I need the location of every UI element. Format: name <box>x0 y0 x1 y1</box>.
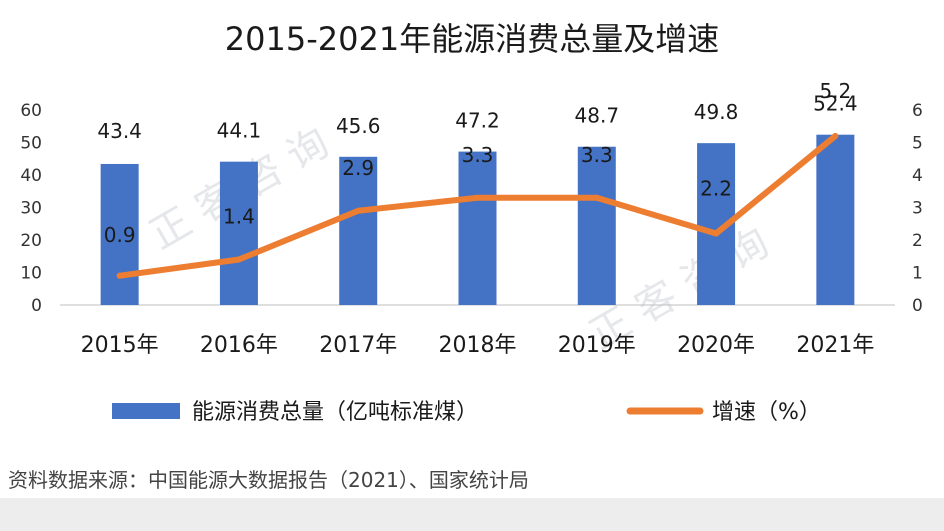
legend-bar-swatch <box>112 403 180 419</box>
y-left-tick-label: 30 <box>20 199 42 219</box>
combo-chart: 正 客 咨 询正 客 咨 询 2015-2021年能源消费总量及增速 01020… <box>20 20 922 425</box>
legend-line-label: 增速（%） <box>712 400 821 425</box>
bar-value-label: 45.6 <box>336 114 381 138</box>
axes: 0 10 20 30 40 50 60 0 1 2 3 4 5 6 2015年 2016年 2017年 2018年… <box>20 101 922 358</box>
y-right-tick-label: 5 <box>912 134 923 154</box>
y-left-tick-label: 0 <box>31 296 42 316</box>
bar-value-label: 47.2 <box>455 109 500 133</box>
line-point <box>713 230 720 237</box>
x-tick-label: 2020年 <box>677 333 755 358</box>
chart-title: 2015-2021年能源消费总量及增速 <box>225 20 719 58</box>
bar-value-label: 49.8 <box>694 100 739 124</box>
y-left-tick-label: 10 <box>20 264 42 284</box>
x-tick-label: 2021年 <box>796 333 874 358</box>
data-labels: 43.4 44.1 45.6 47.2 48.7 49.8 52.4 0.9 1.4 2.9 3.3… <box>97 79 857 247</box>
footer-band <box>0 498 944 531</box>
bar <box>339 156 378 305</box>
line-point <box>116 272 123 279</box>
bar <box>458 151 497 305</box>
y-right-tick-label: 2 <box>912 231 923 251</box>
bar <box>100 163 139 305</box>
bar <box>577 146 616 305</box>
line-value-label: 3.3 <box>581 143 613 167</box>
source-note: 资料数据来源：中国能源大数据报告（2021）、国家统计局 <box>8 468 529 492</box>
y-left-tick-label: 40 <box>20 166 42 186</box>
x-tick-label: 2017年 <box>319 333 397 358</box>
x-tick-label: 2018年 <box>439 333 517 358</box>
line-point <box>235 256 242 263</box>
x-tick-label: 2016年 <box>200 333 278 358</box>
bar-value-label: 52.4 <box>813 92 858 116</box>
chart-area: 正 客 咨 询正 客 咨 询 2015-2021年能源消费总量及增速 0 10 20… <box>20 20 923 425</box>
bar-value-label: 44.1 <box>217 119 262 143</box>
line-series <box>116 133 839 279</box>
y-right-tick-label: 1 <box>912 264 923 284</box>
line-point <box>832 133 839 139</box>
bar-value-label: 48.7 <box>575 104 620 128</box>
line-value-label: 2.2 <box>700 177 732 201</box>
bar <box>219 161 258 305</box>
bar-value-label: 43.4 <box>97 119 142 143</box>
x-tick-label: 2019年 <box>558 333 636 358</box>
line-value-label: 5.2 <box>819 79 851 103</box>
line-point <box>474 194 481 201</box>
legend: 能源消费总量（亿吨标准煤） 增速（%） <box>112 400 821 425</box>
y-right-tick-label: 0 <box>912 296 923 316</box>
line-value-label: 3.3 <box>462 143 494 167</box>
y-right-tick-label: 6 <box>912 101 923 121</box>
bar-series <box>100 134 855 305</box>
line-value-label: 2.9 <box>342 156 374 180</box>
y-left-tick-label: 20 <box>20 231 42 251</box>
line-value-label: 1.4 <box>223 205 255 229</box>
line-point <box>593 194 600 201</box>
y-left-tick-label: 50 <box>20 134 42 154</box>
legend-bar-label: 能源消费总量（亿吨标准煤） <box>192 400 478 425</box>
line-value-label: 0.9 <box>104 223 136 247</box>
line-point <box>355 207 362 214</box>
x-tick-label: 2015年 <box>81 333 159 358</box>
y-left-tick-label: 60 <box>20 101 42 121</box>
y-right-tick-label: 3 <box>912 199 923 219</box>
y-right-tick-label: 4 <box>912 166 923 186</box>
bar <box>816 134 855 305</box>
